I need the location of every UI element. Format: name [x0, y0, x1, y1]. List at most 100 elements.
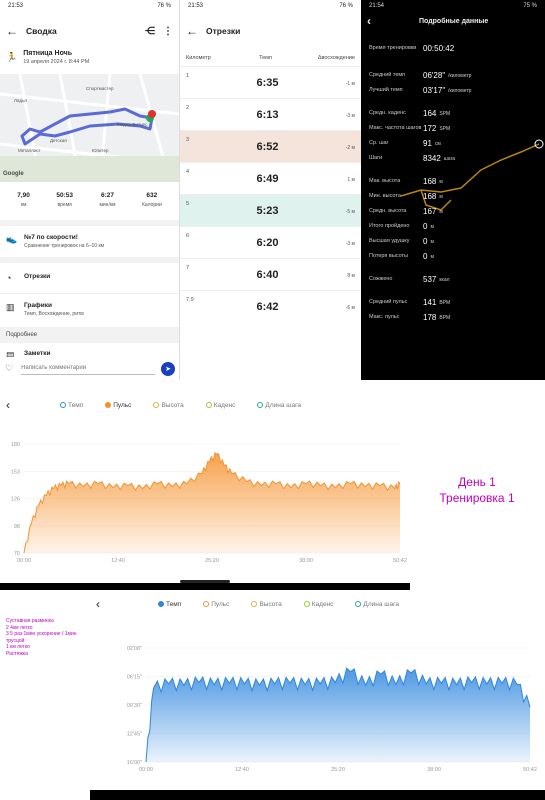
- split-row: 7 6:40 8 м: [180, 258, 361, 290]
- details-header: ‹ Подробные данные: [361, 10, 545, 32]
- detail-value: 172: [423, 124, 437, 133]
- workout-heading: 🏃 Пятница Ночь 19 апреля 2024 г. 8:44 PM: [0, 44, 179, 70]
- map-label: Спортмастер: [86, 86, 114, 91]
- split-row: 5 5:23 -5 м: [180, 194, 361, 226]
- legend-item[interactable]: Каденс: [205, 402, 235, 409]
- detail-unit: см: [434, 140, 441, 147]
- back-chevron-icon[interactable]: ‹: [96, 597, 100, 611]
- split-row: 2 6:13 -3 м: [180, 98, 361, 130]
- splits-link-label: Отрезки: [24, 273, 51, 280]
- stat-pace: 6:27 мин/км: [99, 192, 115, 208]
- legend-item[interactable]: Высота: [153, 401, 184, 409]
- rank-card[interactable]: 👟 №7 по скорости! Сравнение тренировок на…: [0, 220, 179, 257]
- back-chevron-icon[interactable]: ‹: [6, 398, 10, 412]
- detail-value: 0: [423, 252, 428, 261]
- status-bar: 21:54 75 %: [361, 0, 545, 12]
- map-drawing: [0, 74, 179, 182]
- pace-chart: 02'08" 06'15" 09'30" 12'45" 16'00"00:00 12:40…: [127, 646, 537, 773]
- y-tick-label: 06'15": [127, 675, 142, 681]
- y-tick-label: 180: [11, 442, 20, 448]
- split-km: 6: [186, 233, 190, 239]
- y-tick-label: 126: [11, 497, 20, 503]
- route-trace: [400, 139, 544, 211]
- detail-unit: BPM: [439, 299, 451, 306]
- heart-icon[interactable]: ♡: [5, 363, 14, 373]
- legend-item[interactable]: Пульс: [203, 601, 229, 608]
- shoe-icon: 👟: [6, 234, 18, 244]
- detail-unit: м: [430, 238, 434, 245]
- legend-toggle-icon: [153, 401, 160, 408]
- timer-icon: ◔: [6, 273, 12, 283]
- day-label-line: Тренировка 1: [439, 490, 515, 505]
- split-ascent: -5 м: [345, 209, 355, 215]
- legend-item[interactable]: Темп: [60, 402, 83, 409]
- more-icon[interactable]: ⋮: [163, 25, 173, 37]
- legend-item[interactable]: Пульс: [105, 402, 131, 409]
- summary-screen: 21:53 76 % ← Сводка ⋲ ⋮ 🏃 Пятница Ночь 19…: [0, 0, 180, 380]
- detail-row: Средн. высота 167 м: [361, 204, 545, 219]
- detail-row: Мак. высота 168 м: [361, 174, 545, 189]
- detail-unit: SPM: [439, 125, 451, 132]
- detail-key: Время тренировки: [369, 44, 417, 51]
- x-tick-label: 12:40: [235, 767, 249, 773]
- stat-value: 6:27: [100, 192, 114, 199]
- comment-input[interactable]: [21, 362, 155, 375]
- x-tick-label: 50:42: [523, 767, 537, 773]
- share-icon[interactable]: ⋲: [145, 25, 155, 37]
- page-title: Сводка: [26, 26, 57, 36]
- legend-toggle-icon: [105, 401, 112, 408]
- back-arrow-icon[interactable]: ←: [186, 24, 198, 38]
- split-km: 7: [186, 265, 190, 271]
- splits-header: ← Отрезки: [180, 12, 361, 50]
- detail-row: Мин. высота 168 м: [361, 189, 545, 204]
- note-line: 3 5 раз 1мин ускорение / 1мин трусцой: [6, 631, 77, 644]
- status-battery: 76 %: [339, 3, 353, 9]
- route-map[interactable]: Спортмастер Ладья Медиа Фитнес Металлист…: [0, 74, 179, 182]
- legend-toggle-icon: [60, 401, 66, 408]
- legend-label: Пульс: [211, 600, 230, 608]
- chart-toolbar: ‹ Темп Пульс Высота Каденс Длина шага: [90, 590, 545, 618]
- splits-link[interactable]: ◔ Отрезки: [0, 257, 179, 293]
- detail-key: Сожжено: [369, 276, 393, 283]
- stat-calories: 632 Калории: [142, 192, 162, 208]
- legend-item[interactable]: Длина шага: [257, 402, 301, 409]
- split-pace: 6:20: [256, 237, 279, 249]
- legend-item[interactable]: Темп: [158, 601, 181, 608]
- series-area: [146, 668, 530, 762]
- legend-label: Темп: [166, 600, 182, 608]
- pace-chart-screen: ‹ Темп Пульс Высота Каденс Длина шага 02'08"…: [90, 590, 545, 790]
- detail-value: 00:50:42: [423, 43, 455, 53]
- splits-table: 1 6:35 -1 м 2 6:13 -3 м 3 6:52 -2 м 4 6:49 1 м 5 5:23…: [180, 66, 361, 322]
- split-row: 4 6:49 1 м: [180, 162, 361, 194]
- split-km: 4: [186, 169, 190, 175]
- detail-unit: SPM: [439, 110, 451, 117]
- workout-plan-note: Суставная разминка 2 4км легко 3 5 раз 1ми…: [6, 618, 90, 657]
- chart-icon: ▥: [6, 302, 15, 312]
- legend-item[interactable]: Высота: [251, 601, 282, 608]
- notes-link[interactable]: ▤ Заметки: [0, 343, 179, 368]
- graphs-link[interactable]: ▥ Графики Темп, Восхождение, ритм: [0, 293, 179, 325]
- rank-subtitle: Сравнение тренировок на 6–10 км: [24, 243, 105, 249]
- split-ascent: -3 м: [345, 241, 355, 247]
- split-km: 5: [186, 201, 190, 207]
- legend-item[interactable]: Каденс: [303, 601, 333, 608]
- detail-row: Время тренировки 00:50:42: [361, 36, 545, 60]
- detail-row: Сожжено 537 ккал: [361, 272, 545, 287]
- heart-rate-chart-screen: ‹ Темп Пульс Высота Каденс Длина шага 180 153…: [0, 388, 410, 583]
- map-label: Металлист: [18, 148, 41, 153]
- x-tick-label: 25:20: [205, 558, 219, 564]
- send-icon[interactable]: ➤: [161, 361, 175, 376]
- series-line: [145, 667, 531, 763]
- bottom-nav-bar: [180, 580, 230, 583]
- detail-key: Шаги: [369, 155, 383, 162]
- detail-row: Высшая удушку 0 м: [361, 234, 545, 249]
- stat-time: 50:53 время: [56, 192, 73, 208]
- split-ascent: -1 м: [345, 81, 355, 87]
- back-arrow-icon[interactable]: ←: [6, 24, 18, 38]
- detail-unit: м: [439, 193, 443, 200]
- legend-item[interactable]: Длина шага: [355, 601, 399, 608]
- day-label-line: День 1: [458, 475, 496, 489]
- x-tick-label: 38:00: [299, 558, 313, 564]
- page-title: Отрезки: [206, 26, 241, 36]
- back-chevron-icon[interactable]: ‹: [367, 14, 371, 28]
